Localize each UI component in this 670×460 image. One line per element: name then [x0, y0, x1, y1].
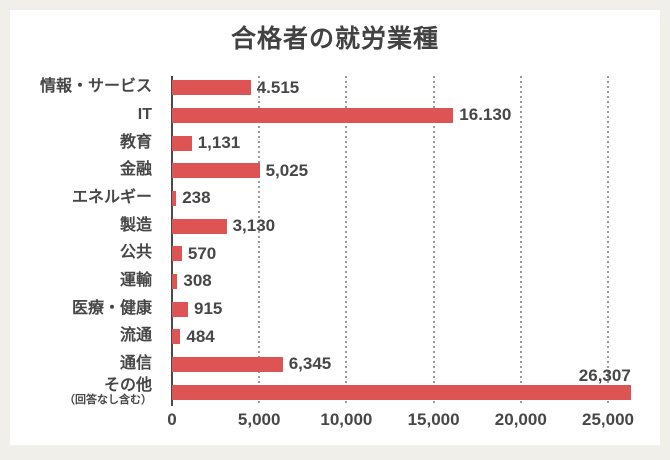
value-label: 16.130 — [459, 105, 512, 125]
bar-track: 5,025 — [162, 157, 660, 185]
x-tick-label: 0 — [167, 410, 177, 429]
chart-row: 情報・サービス 4.515 — [10, 74, 660, 102]
x-tick-label: 20,000 — [494, 410, 547, 429]
bar-track: 915 — [162, 295, 660, 323]
category-label: 情報・サービス — [39, 78, 152, 96]
bar-track: 6,345 — [162, 351, 660, 379]
gridline-10000 — [345, 76, 348, 406]
x-tick-label: 15,000 — [407, 410, 460, 429]
gridline-15000 — [432, 76, 435, 406]
category-label: 運輸 — [119, 272, 152, 290]
bar-track: 308 — [162, 268, 660, 296]
category-label: IT — [137, 106, 152, 124]
value-label: 5,025 — [265, 160, 309, 180]
value-label: 1,131 — [197, 133, 241, 153]
value-label: 484 — [186, 326, 215, 346]
value-label: 6,345 — [288, 354, 332, 374]
bar-track: 3,130 — [162, 212, 660, 240]
y-axis-line — [171, 76, 173, 406]
chart-row: 通信 6,345 — [10, 351, 660, 379]
bar-track: 4.515 — [162, 74, 660, 102]
bar-運輸 — [172, 273, 178, 289]
bar-track: 1,131 — [162, 129, 660, 157]
category-label: 医療・健康 — [71, 299, 152, 317]
chart-row: IT 16.130 — [10, 102, 660, 130]
gridline-25000 — [607, 76, 609, 406]
chart-row: 医療・健康 915 — [10, 295, 660, 323]
bar-chart-plot: 情報・サービス 4.515 IT 16.130 教育 1,131 金融 5,025 エネルギー 2… — [10, 74, 660, 406]
x-axis: 0 5,000 10,000 15,000 20,000 25,000 — [10, 410, 660, 434]
chart-row: 流通 484 — [10, 323, 660, 351]
category-label: 製造 — [119, 216, 152, 234]
bar-IT — [172, 107, 454, 123]
bar-製造 — [172, 218, 227, 234]
value-label: 238 — [182, 188, 211, 208]
value-label: 570 — [187, 243, 217, 263]
value-label: 3,130 — [232, 216, 276, 236]
bar-金融 — [172, 163, 260, 179]
chart-card: 合格者の就労業種 情報・サービス 4.515 IT 16.130 教育 1,131 金融 5,… — [10, 10, 660, 445]
bar-track: 238 — [162, 185, 660, 213]
bar-track: 570 — [162, 240, 660, 268]
bar-その他 — [172, 384, 631, 400]
chart-row: 運輸 308 — [10, 268, 660, 296]
chart-row: その他 （回答なし含む） 26,307 — [10, 366, 660, 406]
value-label: 915 — [194, 299, 223, 319]
category-sublabel: （回答なし含む） — [64, 393, 152, 406]
value-label: 308 — [183, 271, 212, 291]
chart-row: 公共 570 — [10, 240, 660, 268]
bar-エネルギー — [172, 190, 177, 206]
chart-row: 製造 3,130 — [10, 212, 660, 240]
bar-通信 — [172, 356, 283, 372]
category-label: 通信 — [119, 354, 152, 372]
value-label: 26,307 — [578, 366, 631, 386]
chart-row: 教育 1,131 — [10, 129, 660, 157]
value-label: 4.515 — [256, 77, 300, 97]
bar-教育 — [172, 135, 192, 151]
gridline-20000 — [519, 76, 522, 406]
bar-track: 16.130 — [162, 102, 660, 130]
chart-rows: 情報・サービス 4.515 IT 16.130 教育 1,131 金融 5,025 エネルギー 2… — [10, 74, 660, 406]
chart-row: 金融 5,025 — [10, 157, 660, 185]
category-label: 金融 — [119, 161, 152, 179]
category-label: エネルギー — [71, 189, 152, 207]
bar-公共 — [172, 246, 182, 262]
bar-track: 484 — [162, 323, 660, 351]
chart-title: 合格者の就労業種 — [230, 25, 439, 53]
category-label: その他 （回答なし含む） — [10, 377, 162, 406]
category-label: 流通 — [119, 327, 152, 345]
category-label: 公共 — [119, 244, 152, 262]
bar-医療・健康 — [172, 301, 188, 317]
x-tick-label: 5,000 — [237, 410, 281, 429]
x-tick-label: 25,000 — [582, 410, 634, 429]
x-tick-label: 10,000 — [320, 410, 373, 429]
bar-情報・サービス — [172, 80, 251, 96]
bar-track: 26,307 — [162, 366, 660, 406]
bar-流通 — [172, 329, 181, 345]
chart-row: エネルギー 238 — [10, 185, 660, 213]
gridline-5000 — [258, 76, 261, 406]
category-label: 教育 — [119, 133, 152, 151]
